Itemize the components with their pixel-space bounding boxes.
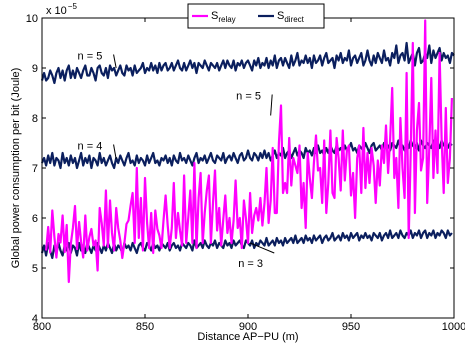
legend-label-base: S [277, 10, 284, 22]
y-exponent-base: x 10 [46, 5, 67, 17]
legend-label-base: S [211, 10, 218, 22]
annotation-label: n = 3 [238, 258, 263, 270]
legend-label-subscript: relay [218, 15, 235, 24]
y-tick-label: 4 [32, 313, 38, 325]
x-tick-label: 1000 [442, 321, 465, 333]
y-tick-label: 9 [32, 63, 38, 75]
x-axis-label: Distance AP−PU (m) [197, 331, 298, 343]
y-axis-label: Global power consumption per bit (Joule) [10, 68, 22, 269]
x-tick-label: 950 [342, 321, 360, 333]
annotation-label: n = 4 [78, 141, 103, 153]
x-tick-label: 850 [136, 321, 154, 333]
annotation-label: n = 5 [236, 91, 261, 103]
y-tick-label: 5 [32, 263, 38, 275]
y-exponent-power: −5 [68, 2, 78, 11]
legend: Srelay Sdirect [188, 4, 324, 28]
legend-label-subscript: direct [284, 15, 304, 24]
y-tick-label: 8 [32, 113, 38, 125]
y-tick-label: 7 [32, 163, 38, 175]
annotation-label: n = 5 [78, 51, 103, 63]
y-tick-label: 6 [32, 213, 38, 225]
y-tick-label: 10 [26, 13, 38, 25]
